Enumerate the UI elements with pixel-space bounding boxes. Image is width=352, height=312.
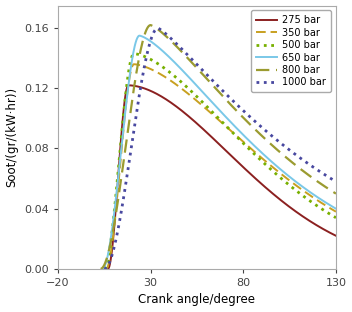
800 bar bbox=[226, 100, 231, 104]
Line: 650 bar: 650 bar bbox=[102, 36, 336, 269]
Line: 1000 bar: 1000 bar bbox=[104, 28, 336, 269]
Legend: 275 bar, 350 bar, 500 bar, 650 bar, 800 bar, 1000 bar: 275 bar, 350 bar, 500 bar, 650 bar, 800 … bbox=[251, 10, 331, 92]
275 bar bbox=[216, 141, 220, 145]
350 bar bbox=[329, 207, 333, 211]
800 bar bbox=[211, 84, 215, 87]
500 bar bbox=[329, 213, 333, 217]
Y-axis label: Soot/(gr/(kW·hr)): Soot/(gr/(kW·hr)) bbox=[6, 87, 19, 187]
650 bar bbox=[137, 34, 142, 37]
650 bar bbox=[329, 204, 333, 207]
275 bar bbox=[230, 154, 234, 158]
350 bar bbox=[241, 140, 245, 144]
350 bar bbox=[104, 267, 108, 271]
1000 bar bbox=[102, 267, 106, 271]
1000 bar bbox=[240, 108, 245, 112]
350 bar bbox=[229, 129, 233, 133]
500 bar bbox=[240, 141, 245, 144]
650 bar bbox=[213, 104, 217, 107]
275 bar bbox=[329, 232, 333, 235]
650 bar bbox=[240, 132, 244, 135]
275 bar bbox=[215, 140, 219, 144]
500 bar bbox=[293, 188, 297, 191]
275 bar bbox=[334, 234, 338, 238]
800 bar bbox=[212, 85, 216, 89]
500 bar bbox=[102, 267, 106, 271]
1000 bar bbox=[293, 152, 297, 156]
275 bar bbox=[242, 166, 246, 170]
800 bar bbox=[99, 267, 103, 271]
275 bar bbox=[106, 267, 110, 271]
800 bar bbox=[334, 192, 338, 196]
275 bar bbox=[126, 83, 131, 87]
500 bar bbox=[132, 52, 136, 56]
Line: 350 bar: 350 bar bbox=[106, 64, 336, 269]
650 bar bbox=[227, 119, 231, 122]
Line: 800 bar: 800 bar bbox=[101, 25, 336, 269]
350 bar bbox=[334, 210, 338, 213]
800 bar bbox=[239, 114, 243, 117]
Line: 275 bar: 275 bar bbox=[108, 85, 336, 269]
350 bar bbox=[215, 117, 219, 120]
275 bar bbox=[293, 209, 297, 213]
1000 bar bbox=[156, 26, 160, 30]
500 bar bbox=[213, 113, 217, 116]
650 bar bbox=[100, 267, 105, 271]
800 bar bbox=[149, 23, 153, 27]
800 bar bbox=[292, 162, 296, 166]
1000 bar bbox=[213, 81, 217, 85]
500 bar bbox=[228, 128, 232, 132]
Line: 500 bar: 500 bar bbox=[104, 54, 336, 269]
1000 bar bbox=[214, 82, 218, 86]
1000 bar bbox=[329, 177, 333, 180]
350 bar bbox=[214, 115, 218, 119]
350 bar bbox=[293, 183, 297, 187]
800 bar bbox=[329, 188, 333, 192]
500 bar bbox=[214, 114, 218, 118]
1000 bar bbox=[334, 180, 338, 183]
650 bar bbox=[212, 102, 216, 106]
350 bar bbox=[132, 62, 136, 66]
X-axis label: Crank angle/degree: Crank angle/degree bbox=[138, 294, 256, 306]
650 bar bbox=[334, 207, 338, 211]
650 bar bbox=[292, 178, 296, 182]
500 bar bbox=[334, 216, 338, 220]
1000 bar bbox=[228, 96, 232, 100]
